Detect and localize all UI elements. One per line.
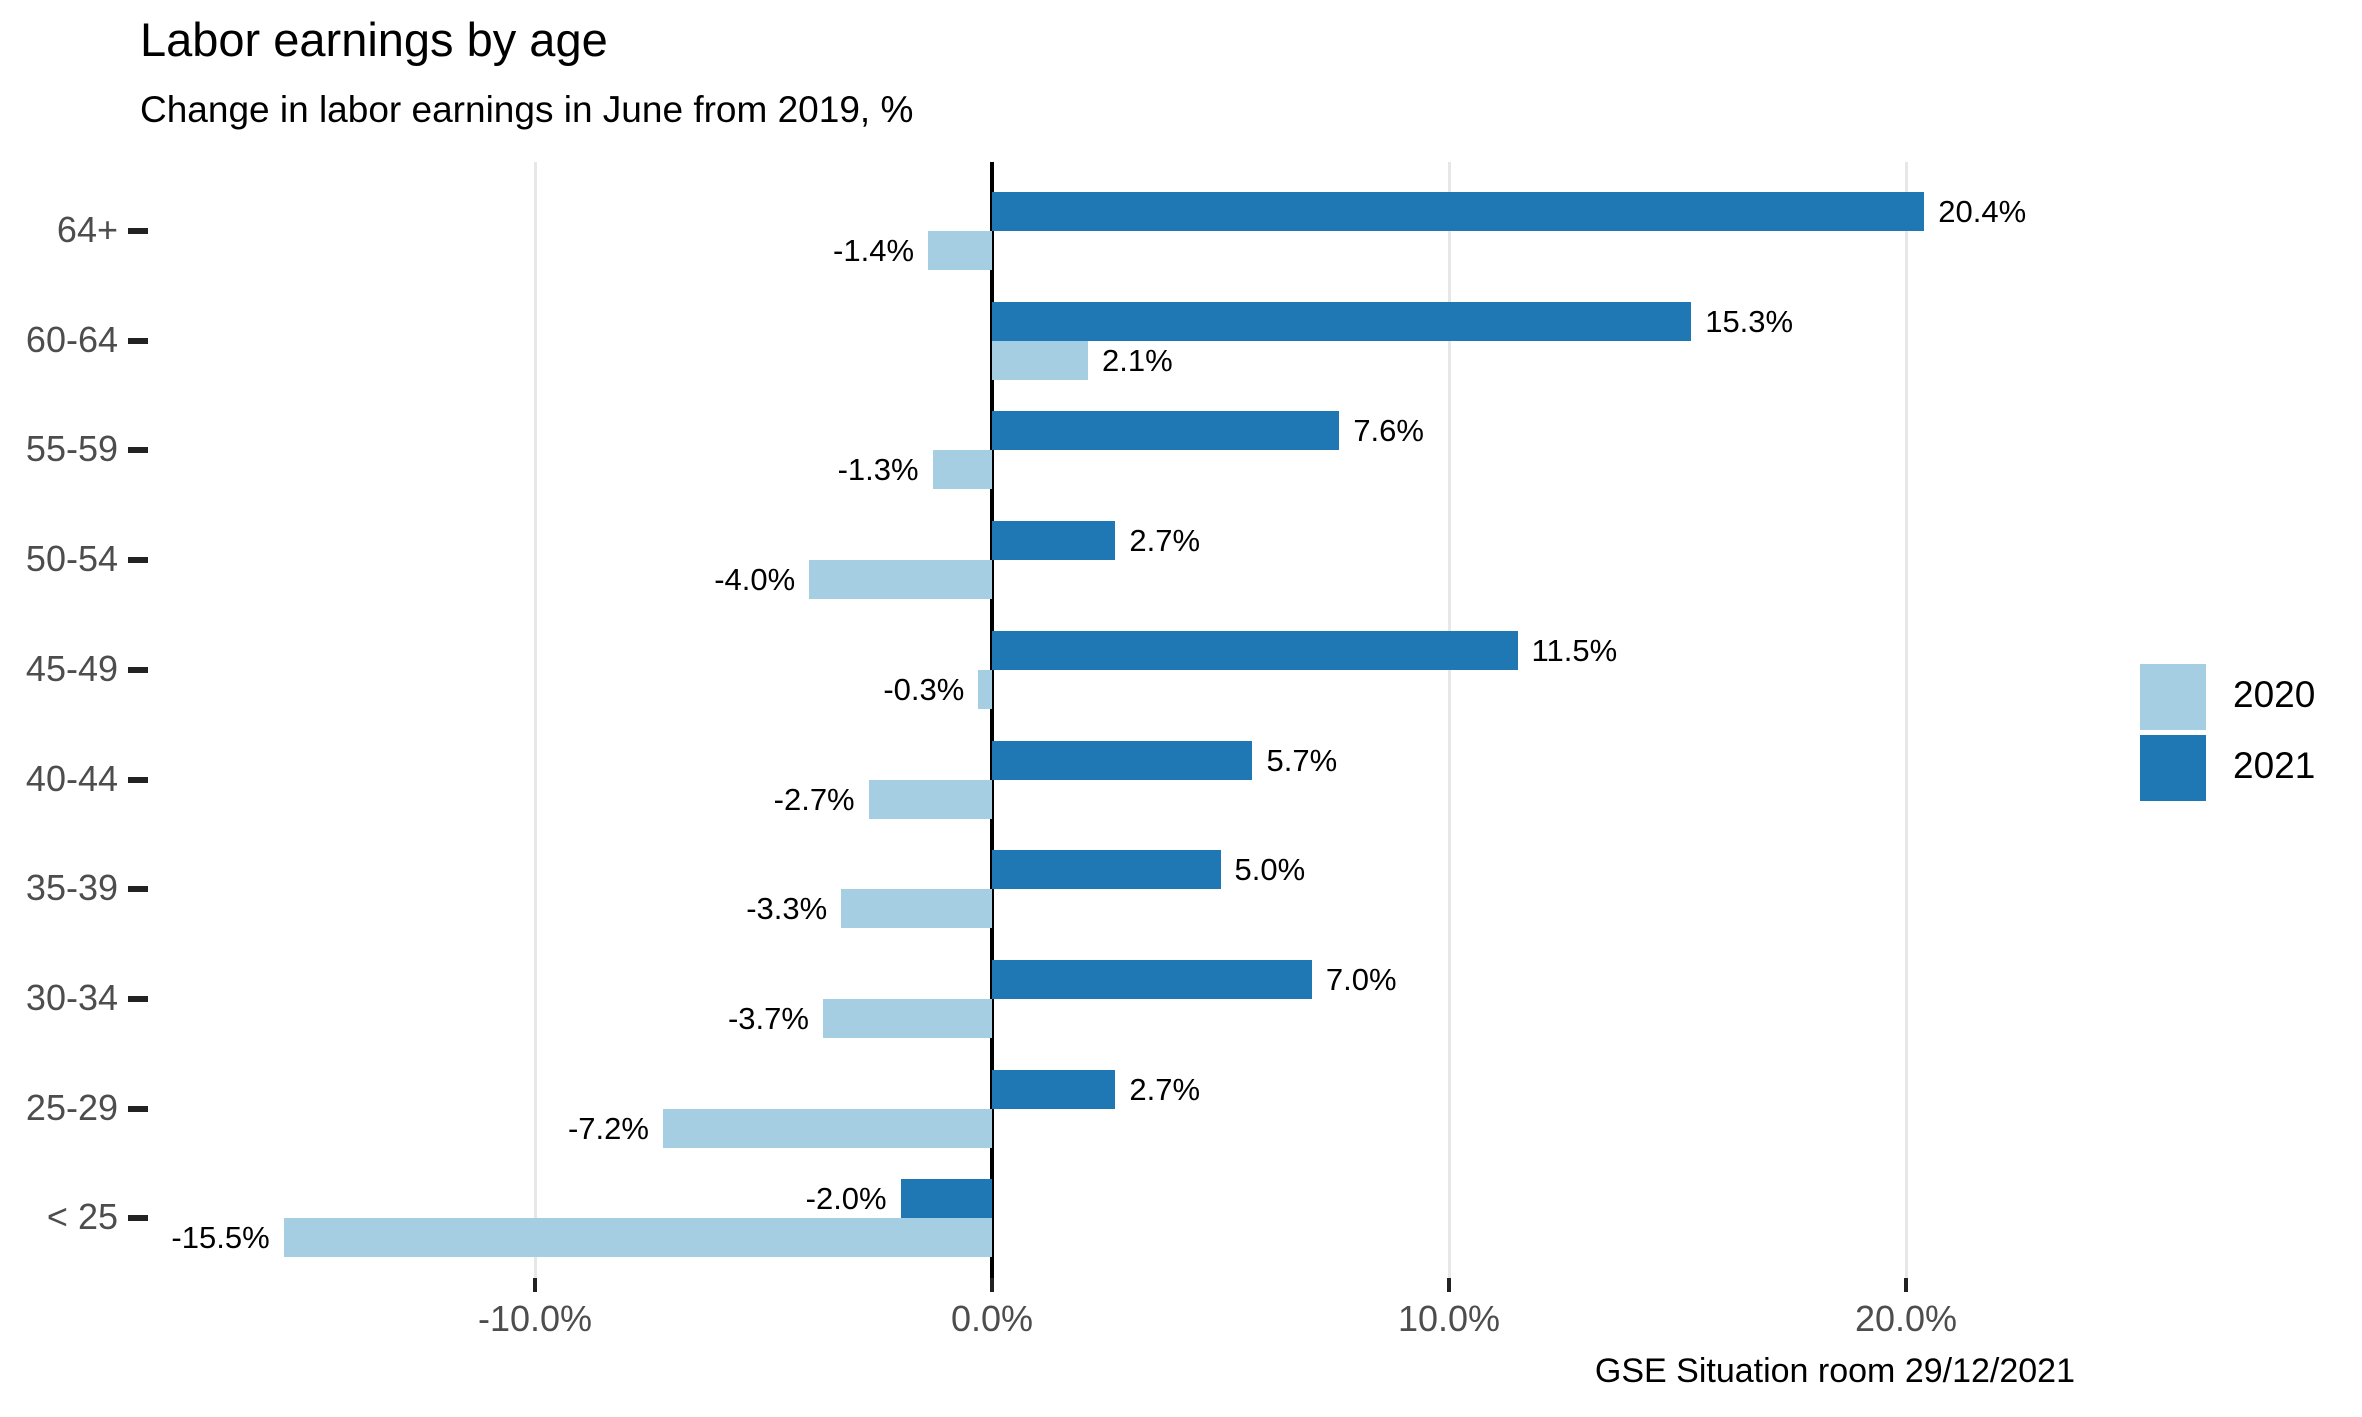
bar-value-label: 20.4%: [1938, 194, 2027, 229]
x-axis-tick-label: 20.0%: [1854, 1298, 1958, 1339]
legend-label-2021: 2021: [2233, 745, 2316, 786]
x-gridline: [1447, 162, 1451, 1278]
bar-2020-50-54: [809, 560, 992, 600]
bar-2020-60-64: [992, 340, 1088, 380]
bar-value-label: 7.0%: [1325, 961, 1397, 997]
x-axis-tick-label: 10.0%: [1397, 1298, 1501, 1339]
y-axis-tick: [128, 228, 148, 234]
bar-value-label: -3.3%: [746, 891, 828, 927]
y-axis-label: 55-59: [25, 428, 118, 470]
bar-value-label: 5.7%: [1266, 742, 1338, 778]
x-gridline: [533, 162, 537, 1278]
bar-value-label: 5.0%: [1234, 852, 1306, 888]
bar-value-label: -0.3%: [883, 671, 965, 707]
bar-value-label: -2.7%: [773, 781, 855, 817]
bar-2020-25-29: [662, 1108, 992, 1148]
chart-subtitle: Change in labor earnings in June from 20…: [140, 89, 914, 130]
y-axis-label: 64+: [56, 209, 118, 250]
x-axis-tick-label: 0.0%: [950, 1298, 1034, 1339]
bar-value-label: 2.7%: [1129, 1071, 1201, 1107]
y-axis-tick: [128, 557, 148, 564]
x-axis-tick: [533, 1278, 537, 1292]
bar-2020-55-59: [932, 450, 992, 490]
bar-value-label: 15.3%: [1705, 303, 1794, 339]
y-axis-tick: [128, 1105, 148, 1112]
bar-2020-<25: [283, 1218, 992, 1258]
x-axis-tick: [990, 1278, 994, 1292]
bar-2021-45-49: [992, 630, 1518, 670]
y-axis-label: 25-29: [25, 1086, 118, 1128]
y-axis-tick: [128, 666, 148, 673]
bar-value-label: 7.6%: [1353, 413, 1424, 449]
y-axis-tick: [128, 776, 148, 783]
y-axis-label: 45-49: [25, 647, 118, 689]
bar-2021-64+: [992, 192, 1925, 231]
bar-2020-30-34: [822, 998, 992, 1038]
chart-caption: GSE Situation room 29/12/2021: [1594, 1352, 2075, 1390]
bar-2021-25-29: [992, 1069, 1116, 1109]
y-axis-label: 50-54: [25, 538, 118, 580]
legend-swatch-2021: [2140, 735, 2206, 801]
bar-value-label: -7.2%: [567, 1110, 649, 1146]
bar-value-label: 2.1%: [1101, 342, 1173, 378]
x-axis-tick-label: -10.0%: [477, 1298, 593, 1339]
x-axis-tick: [1447, 1278, 1451, 1292]
bar-2021-40-44: [992, 740, 1253, 780]
bar-value-label: -15.5%: [171, 1220, 270, 1256]
y-axis-label: 60-64: [25, 318, 118, 360]
y-axis-tick: [128, 337, 148, 344]
bar-2021-60-64: [992, 301, 1692, 341]
bar-value-label: 11.5%: [1531, 632, 1618, 668]
y-axis-tick: [128, 447, 148, 454]
bar-value-label: 2.7%: [1129, 523, 1201, 559]
bar-2020-35-39: [841, 889, 992, 929]
bar-2021-55-59: [992, 411, 1340, 451]
chart-title: Labor earnings by age: [140, 13, 608, 66]
y-axis-label: 30-34: [25, 976, 118, 1018]
bar-2021-<25: [900, 1179, 992, 1219]
y-axis-tick: [128, 886, 148, 893]
y-axis-label: 40-44: [25, 757, 118, 799]
x-gridline: [1904, 162, 1908, 1278]
bar-value-label: -3.7%: [727, 1000, 809, 1036]
bar-value-label: -4.0%: [714, 562, 796, 598]
x-axis-tick: [1904, 1278, 1908, 1292]
bar-2020-45-49: [978, 669, 992, 709]
y-axis-tick: [128, 1215, 148, 1222]
bar-2020-40-44: [868, 779, 992, 819]
y-axis-tick: [128, 995, 148, 1002]
legend-label-2020: 2020: [2233, 674, 2316, 715]
bar-value-label: -1.3%: [837, 452, 919, 488]
bar-2021-35-39: [992, 850, 1221, 890]
bar-2021-50-54: [992, 521, 1116, 561]
bar-2020-64+: [928, 231, 992, 270]
zero-axis-line: [990, 162, 994, 1278]
bar-value-label: -1.4%: [833, 233, 915, 268]
legend-swatch-2020: [2140, 664, 2206, 730]
bar-value-label: -2.0%: [805, 1181, 887, 1217]
bar-2021-30-34: [992, 959, 1312, 999]
y-axis-label: < 25: [46, 1196, 118, 1238]
y-axis-label: 35-39: [25, 867, 118, 909]
